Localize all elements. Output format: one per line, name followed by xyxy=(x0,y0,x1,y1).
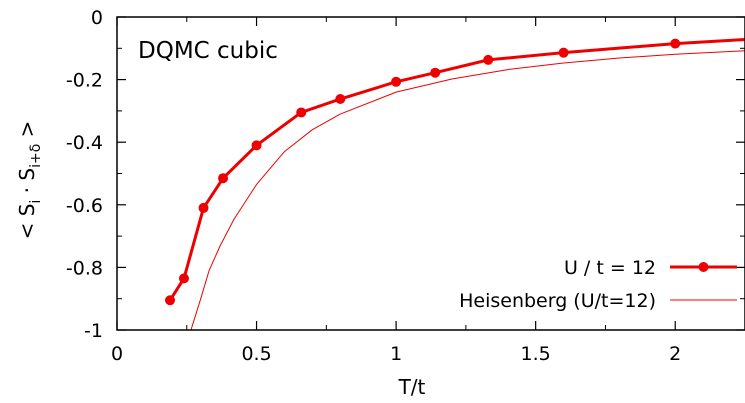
legend-label-heisenberg: Heisenberg (U/t=12) xyxy=(459,290,656,312)
y-tick-label: -0.4 xyxy=(66,132,103,154)
x-tick-label: 0 xyxy=(111,343,123,365)
y-tick-label: -0.2 xyxy=(66,70,103,92)
data-point xyxy=(558,47,569,58)
x-tick-label: 1.5 xyxy=(521,343,551,365)
x-tick-label: 2 xyxy=(669,343,681,365)
plot-lines xyxy=(165,38,745,330)
series-line-dqmc xyxy=(168,38,745,302)
data-point xyxy=(335,94,346,105)
x-axis-label: T/t xyxy=(398,375,426,399)
data-point xyxy=(218,173,229,184)
legend-label-dqmc: U / t = 12 xyxy=(564,257,656,279)
y-tick-label: -0.8 xyxy=(66,257,103,279)
data-point xyxy=(165,295,176,306)
y-tick-label: 0 xyxy=(91,7,103,29)
y-tick-label: -1 xyxy=(84,320,103,342)
chart-title: DQMC cubic xyxy=(138,38,278,64)
y-axis-label: < Si · Si+δ > xyxy=(15,121,44,240)
data-point xyxy=(430,67,441,78)
data-point xyxy=(198,202,209,213)
x-tick-label: 1 xyxy=(390,343,402,365)
data-point xyxy=(296,107,307,118)
y-tick-label: -0.6 xyxy=(66,195,103,217)
data-point xyxy=(391,76,402,87)
legend-marker-dqmc xyxy=(698,262,709,272)
series-line-heisenberg xyxy=(190,50,745,330)
data-point xyxy=(251,140,262,151)
axes: 0 0.5 1 1.5 2 0 -0.2 -0.4 -0.6 -0.8 -1 xyxy=(66,7,745,365)
legend: U / t = 12 Heisenberg (U/t=12) xyxy=(459,257,737,312)
data-point xyxy=(178,273,189,284)
x-tick-label: 0.5 xyxy=(241,343,271,365)
ticks: 0 0.5 1 1.5 2 0 -0.2 -0.4 -0.6 -0.8 -1 xyxy=(66,7,745,365)
data-point xyxy=(483,54,494,65)
data-point xyxy=(670,38,681,49)
